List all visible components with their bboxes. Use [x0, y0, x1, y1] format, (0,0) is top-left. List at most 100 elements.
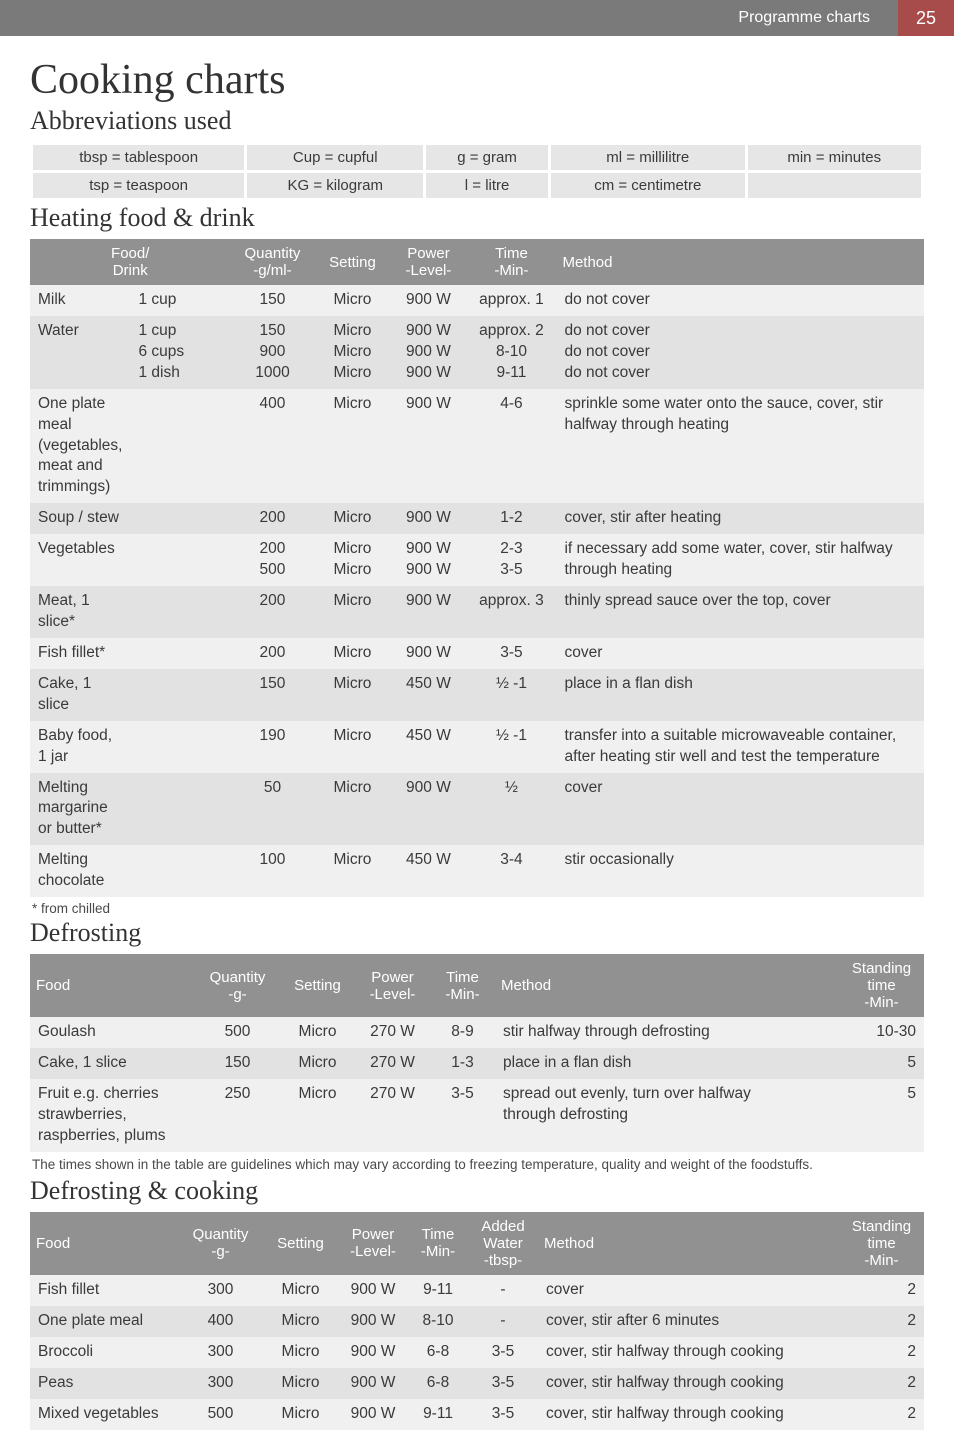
table-cell: Fruit e.g. cherriesstrawberries,raspberr…	[30, 1079, 195, 1152]
table-cell: Micro	[280, 1048, 355, 1079]
table-cell: Micro	[314, 721, 390, 773]
table-cell: do not coverdo not coverdo not cover	[556, 316, 924, 389]
table-cell: MicroMicroMicro	[314, 316, 390, 389]
table-row: Mixed vegetables500Micro900 W9-113-5cove…	[30, 1399, 924, 1430]
table-cell: 9-11	[408, 1275, 468, 1306]
table-cell: cover	[538, 1275, 839, 1306]
table-header: Quantity-g/ml-	[230, 239, 314, 285]
table-cell: 400	[178, 1306, 263, 1337]
table-cell: 900 W	[390, 638, 466, 669]
table-row: Soup / stew200Micro900 W1-2cover, stir a…	[30, 503, 924, 534]
table-header: Food	[30, 1212, 178, 1275]
table-cell: 3-5	[468, 1337, 538, 1368]
table-row: Water1 cup6 cups1 dish1509001000MicroMic…	[30, 316, 924, 389]
table-cell	[130, 669, 230, 721]
table-cell	[130, 389, 230, 504]
table-cell: 10-30	[839, 1017, 924, 1048]
table-cell: 3-5	[468, 1399, 538, 1430]
table-cell: stir halfway through defrosting	[495, 1017, 839, 1048]
table-cell: 900 W900 W900 W	[390, 316, 466, 389]
table-cell: 900 W	[338, 1306, 408, 1337]
table-cell	[130, 721, 230, 773]
table-cell	[130, 586, 230, 638]
table-cell: if necessary add some water, cover, stir…	[556, 534, 924, 586]
table-cell: 2	[839, 1337, 924, 1368]
abbrev-cell: l = litre	[425, 172, 550, 200]
table-cell: approx. 3	[466, 586, 556, 638]
table-cell: 2	[839, 1399, 924, 1430]
table-cell: One plate meal	[30, 1306, 178, 1337]
table-cell: do not cover	[556, 285, 924, 316]
table-cell: place in a flan dish	[556, 669, 924, 721]
table-cell: 8-10	[408, 1306, 468, 1337]
table-cell: 450 W	[390, 669, 466, 721]
table-cell: 3-5	[466, 638, 556, 669]
table-header: Time-Min-	[408, 1212, 468, 1275]
table-header: Method	[495, 954, 839, 1017]
table-cell: 900 W	[338, 1275, 408, 1306]
table-cell: Micro	[263, 1368, 338, 1399]
table-cell: Fish fillet*	[30, 638, 130, 669]
table-cell: Milk	[30, 285, 130, 316]
abbrev-heading: Abbreviations used	[30, 106, 924, 136]
table-row: Fish fillet*200Micro900 W3-5cover	[30, 638, 924, 669]
table-cell: 450 W	[390, 845, 466, 897]
table-header: Power-Level-	[390, 239, 466, 285]
table-row: Baby food, 1 jar190Micro450 W½ -1transfe…	[30, 721, 924, 773]
table-cell: 300	[178, 1337, 263, 1368]
table-cell: 1-2	[466, 503, 556, 534]
table-cell: approx. 1	[466, 285, 556, 316]
defrostcook-table: FoodQuantity-g-SettingPower-Level-Time-M…	[30, 1212, 924, 1430]
table-cell: Goulash	[30, 1017, 195, 1048]
table-header: Time-Min-	[430, 954, 495, 1017]
table-cell: thinly spread sauce over the top, cover	[556, 586, 924, 638]
table-cell: 1 cup	[130, 285, 230, 316]
table-cell: cover, stir after 6 minutes	[538, 1306, 839, 1337]
table-cell: 270 W	[355, 1048, 430, 1079]
table-cell: 8-9	[430, 1017, 495, 1048]
table-row: Fruit e.g. cherriesstrawberries,raspberr…	[30, 1079, 924, 1152]
table-cell: Cake, 1 slice	[30, 1048, 195, 1079]
page-header: Programme charts 25	[0, 0, 954, 36]
table-cell	[130, 845, 230, 897]
table-header: Setting	[314, 239, 390, 285]
table-cell: Fish fillet	[30, 1275, 178, 1306]
table-cell: 450 W	[390, 721, 466, 773]
table-cell: 3-5	[468, 1368, 538, 1399]
abbrev-cell: min = minutes	[746, 144, 922, 172]
heating-heading: Heating food & drink	[30, 203, 924, 233]
table-header: Food/Drink	[30, 239, 230, 285]
table-cell: 150	[195, 1048, 280, 1079]
table-cell: cover, stir halfway through cooking	[538, 1368, 839, 1399]
table-cell	[130, 773, 230, 846]
abbrev-cell: tsp = teaspoon	[32, 172, 246, 200]
table-cell: Micro	[314, 638, 390, 669]
table-cell: 4-6	[466, 389, 556, 504]
table-cell: 3-5	[430, 1079, 495, 1152]
table-header: Setting	[280, 954, 355, 1017]
table-cell: Micro	[263, 1399, 338, 1430]
table-cell: Meat, 1 slice*	[30, 586, 130, 638]
table-cell: 200	[230, 586, 314, 638]
table-cell: 900 W	[338, 1399, 408, 1430]
table-cell: 500	[195, 1017, 280, 1048]
table-cell: 5	[839, 1048, 924, 1079]
table-cell: 1509001000	[230, 316, 314, 389]
defrosting-table: FoodQuantity-g-SettingPower-Level-Time-M…	[30, 954, 924, 1152]
abbrev-table: tbsp = tablespoonCup = cupfulg = gramml …	[30, 142, 924, 201]
table-row: Milk1 cup150Micro900 Wapprox. 1do not co…	[30, 285, 924, 316]
table-row: One plate meal400Micro900 W8-10-cover, s…	[30, 1306, 924, 1337]
table-cell: Micro	[280, 1079, 355, 1152]
table-cell: -	[468, 1275, 538, 1306]
table-cell: 200	[230, 638, 314, 669]
table-cell: spread out evenly, turn over halfwaythro…	[495, 1079, 839, 1152]
table-row: Fish fillet300Micro900 W9-11-cover2	[30, 1275, 924, 1306]
page-number: 25	[898, 0, 954, 36]
table-cell: 200	[230, 503, 314, 534]
table-cell: stir occasionally	[556, 845, 924, 897]
table-row: Vegetables200500MicroMicro900 W900 W2-33…	[30, 534, 924, 586]
table-row: Meat, 1 slice*200Micro900 Wapprox. 3thin…	[30, 586, 924, 638]
defrosting-note: The times shown in the table are guideli…	[32, 1156, 924, 1174]
table-cell	[130, 638, 230, 669]
table-cell: 1-3	[430, 1048, 495, 1079]
